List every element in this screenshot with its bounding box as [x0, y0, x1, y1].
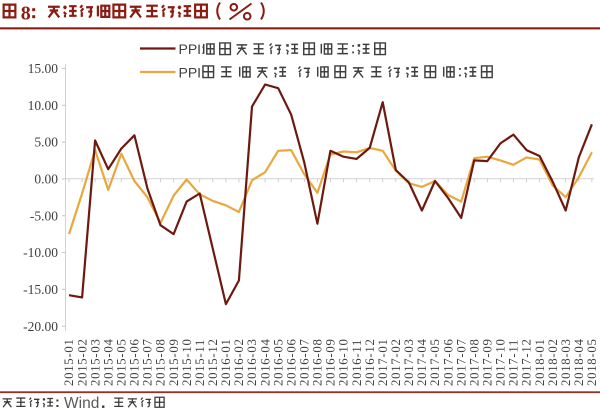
svg-text:2016-10: 2016-10	[337, 338, 351, 386]
svg-text:2015-07: 2015-07	[141, 338, 155, 386]
svg-text:2015-05: 2015-05	[115, 338, 129, 386]
svg-text:2017-01: 2017-01	[376, 338, 390, 386]
svg-text:0.00: 0.00	[34, 172, 58, 187]
svg-text:2017-05: 2017-05	[428, 338, 442, 386]
svg-text:2018-02: 2018-02	[546, 338, 560, 386]
svg-text:2015-10: 2015-10	[180, 338, 194, 386]
svg-text:2017-11: 2017-11	[507, 339, 521, 386]
svg-text:PPI:: PPI:	[179, 41, 205, 57]
svg-text:2016-08: 2016-08	[311, 338, 325, 386]
svg-text:10.00: 10.00	[28, 98, 59, 113]
svg-text:2017-07: 2017-07	[454, 338, 468, 386]
svg-text:-20.00: -20.00	[23, 319, 58, 334]
svg-text:2015-11: 2015-11	[193, 339, 207, 386]
svg-text:2015-09: 2015-09	[167, 338, 181, 386]
svg-text:-10.00: -10.00	[23, 245, 58, 260]
svg-text:2015-01: 2015-01	[62, 338, 76, 386]
svg-text:2015-08: 2015-08	[154, 338, 168, 386]
svg-text:2015-02: 2015-02	[75, 338, 89, 386]
svg-text:-5.00: -5.00	[30, 208, 58, 223]
svg-text:2016-07: 2016-07	[298, 338, 312, 386]
svg-text:PPI:: PPI:	[179, 64, 205, 80]
svg-text:2016-01: 2016-01	[219, 338, 233, 386]
svg-text:2017-10: 2017-10	[494, 338, 508, 386]
svg-text:2017-09: 2017-09	[481, 338, 495, 386]
svg-text:2016-03: 2016-03	[245, 338, 259, 386]
svg-text:2017-08: 2017-08	[467, 338, 481, 386]
svg-text:2016-11: 2016-11	[350, 339, 364, 386]
svg-text:-15.00: -15.00	[23, 282, 58, 297]
svg-text:2017-03: 2017-03	[402, 338, 416, 386]
svg-text:15.00: 15.00	[28, 61, 59, 76]
svg-text:2015-04: 2015-04	[101, 338, 115, 386]
svg-text:2017-04: 2017-04	[415, 338, 429, 386]
svg-text:2015-12: 2015-12	[206, 338, 220, 386]
svg-text:2015-03: 2015-03	[88, 338, 102, 386]
svg-text:2016-05: 2016-05	[271, 338, 285, 386]
svg-text:Wind: Wind	[64, 395, 99, 412]
svg-text:2017-02: 2017-02	[389, 338, 403, 386]
svg-text:2018-05: 2018-05	[585, 338, 599, 386]
svg-text:8: 8	[21, 3, 31, 25]
svg-text:5.00: 5.00	[34, 135, 58, 150]
svg-text:2018-04: 2018-04	[572, 338, 586, 386]
svg-text:2016-06: 2016-06	[284, 338, 298, 386]
svg-text:2015-06: 2015-06	[128, 338, 142, 386]
svg-text:2016-09: 2016-09	[324, 338, 338, 386]
svg-text:2018-03: 2018-03	[559, 338, 573, 386]
svg-text:2016-12: 2016-12	[363, 338, 377, 386]
svg-text:2016-02: 2016-02	[232, 338, 246, 386]
svg-text:2017-06: 2017-06	[441, 338, 455, 386]
svg-text:2016-04: 2016-04	[258, 338, 272, 386]
svg-text:2017-12: 2017-12	[520, 338, 534, 386]
svg-text:2018-01: 2018-01	[533, 338, 547, 386]
